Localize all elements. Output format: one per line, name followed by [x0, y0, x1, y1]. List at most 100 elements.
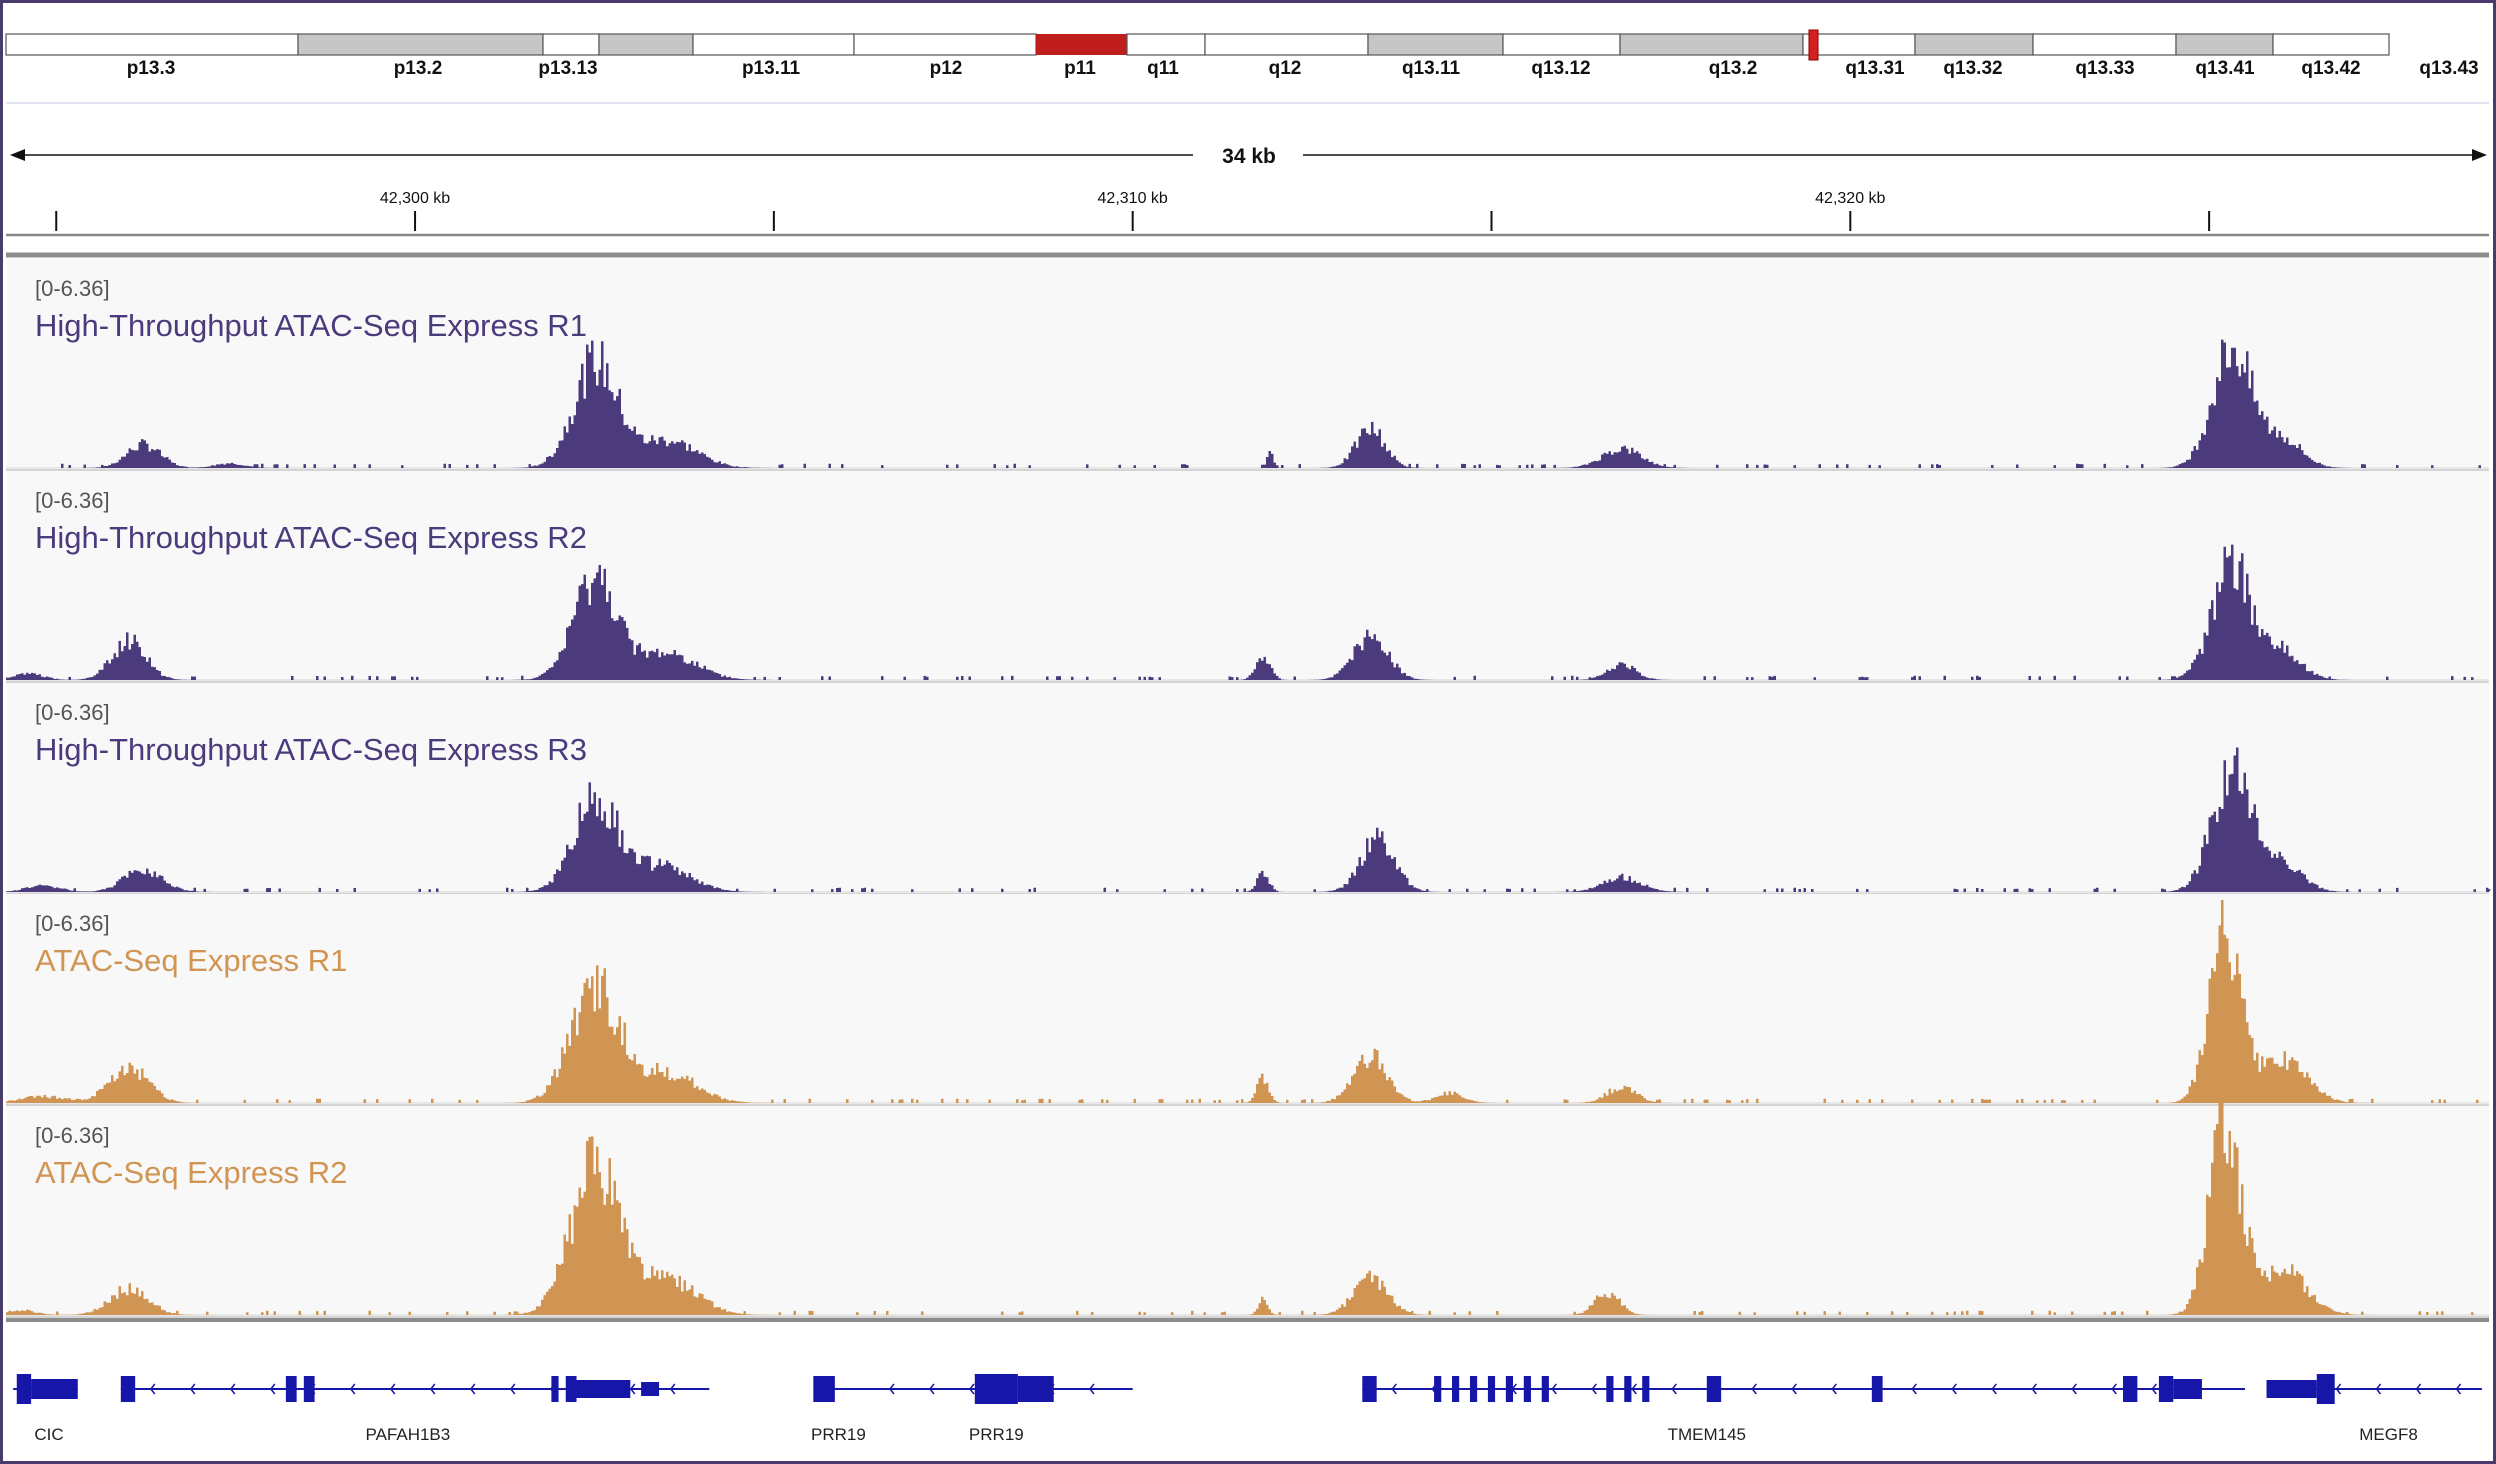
- strand-arrow-icon: [509, 1383, 516, 1395]
- gene-exon: [1362, 1376, 1377, 1402]
- band-label: q13.11: [1402, 58, 1461, 79]
- track-4: [0-6.36] ATAC-Seq Express R1: [6, 894, 2491, 1106]
- strand-arrow-icon: [389, 1383, 396, 1395]
- band-p13-11[interactable]: [598, 33, 694, 56]
- coverage-area[interactable]: [6, 899, 2491, 1103]
- track-2: [0-6.36] High-Throughput ATAC-Seq Express…: [6, 471, 2491, 683]
- band-label: p13.13: [538, 58, 597, 79]
- coverage-area[interactable]: [6, 1102, 2491, 1316]
- strand-arrow-icon: [189, 1383, 196, 1395]
- chromosome-ideogram[interactable]: p13.3 p13.2 p13.13 p13.11 p12 p11 q11 q12 q13.11…: [5, 29, 2489, 104]
- data-range-label: [0-6.36]: [35, 700, 110, 725]
- gene-exon: [1434, 1376, 1442, 1402]
- gene-label: TMEM145: [1668, 1425, 1746, 1444]
- band-q13-12[interactable]: [1367, 33, 1504, 56]
- band-q12[interactable]: [1126, 33, 1206, 56]
- strand-arrow-icon: [1591, 1383, 1597, 1395]
- gene-exon: [813, 1376, 835, 1402]
- strand-arrow-icon: [1631, 1383, 1637, 1395]
- track-background: [6, 471, 2489, 683]
- arrow-left-icon: [10, 149, 25, 161]
- strand-arrow-icon: [2071, 1383, 2077, 1395]
- band-q13-33[interactable]: [1914, 33, 2034, 56]
- gene-exon: [1487, 1376, 1496, 1402]
- gene-exon: [974, 1374, 1018, 1404]
- gene-exon: [2266, 1380, 2317, 1398]
- strand-arrow-icon: [1791, 1383, 1797, 1395]
- band-q13-41[interactable]: [2032, 33, 2177, 56]
- strand-arrow-icon: [229, 1383, 236, 1395]
- strand-arrow-icon: [149, 1383, 156, 1395]
- strand-arrow-icon: [969, 1383, 975, 1395]
- track-name: High-Throughput ATAC-Seq Express R1: [35, 308, 587, 343]
- gene-exon: [2173, 1379, 2202, 1399]
- gene-label: CIC: [34, 1425, 63, 1444]
- strand-arrow-icon: [269, 1383, 276, 1395]
- track-name: High-Throughput ATAC-Seq Express R2: [35, 520, 587, 555]
- gene-label: PAFAH1B3: [366, 1425, 451, 1444]
- band-label: q13.42: [2301, 58, 2360, 79]
- band-q13-31[interactable]: [1619, 33, 1804, 56]
- band-q13-11[interactable]: [1204, 33, 1369, 56]
- strand-arrow-icon: [1671, 1383, 1677, 1395]
- ruler-tick-label: 42,310 kb: [1098, 190, 1168, 207]
- band-p13-13[interactable]: [542, 33, 600, 56]
- coverage-area[interactable]: [6, 339, 2491, 468]
- gene-label: MEGF8: [2359, 1425, 2418, 1444]
- track-name: ATAC-Seq Express R1: [35, 943, 347, 978]
- gene-exon: [1017, 1376, 1054, 1402]
- band-label: q13.31: [1845, 58, 1905, 79]
- band-p13-2[interactable]: [297, 33, 544, 56]
- band-p12[interactable]: [692, 33, 855, 56]
- gene-exon: [16, 1374, 32, 1404]
- gene-exon: [1606, 1376, 1614, 1402]
- band-label: p13.3: [127, 58, 176, 79]
- gene-exon: [2123, 1376, 2138, 1402]
- band-label: q13.33: [2075, 58, 2134, 79]
- strand-arrow-icon: [1991, 1383, 1997, 1395]
- track-background: [6, 894, 2489, 1106]
- strand-arrow-icon: [469, 1383, 476, 1395]
- track-background: [6, 1106, 2489, 1318]
- band-q13-42[interactable]: [2175, 33, 2274, 56]
- band-q13-2[interactable]: [1502, 33, 1621, 56]
- strand-arrow-icon: [1951, 1383, 1957, 1395]
- strand-arrow-icon: [669, 1383, 676, 1395]
- gene-exon: [565, 1376, 577, 1402]
- gene-exon: [1624, 1376, 1632, 1402]
- band-q13-32[interactable]: [1802, 33, 1916, 56]
- gene-exon: [1469, 1376, 1478, 1402]
- strand-arrow-icon: [2455, 1383, 2462, 1395]
- track-1: [0-6.36] High-Throughput ATAC-Seq Express…: [6, 259, 2491, 471]
- band-label: p13.11: [742, 58, 801, 79]
- data-tracks: [0-6.36] High-Throughput ATAC-Seq Express…: [6, 259, 2491, 1318]
- strand-arrow-icon: [2151, 1383, 2157, 1395]
- strand-arrow-icon: [2335, 1383, 2342, 1395]
- strand-arrow-icon: [629, 1383, 636, 1395]
- centromere-p-arm: [1036, 34, 1131, 55]
- band-label: p13.2: [394, 58, 443, 79]
- band-q13-43[interactable]: [2272, 33, 2390, 56]
- data-range-label: [0-6.36]: [35, 488, 110, 513]
- strand-arrow-icon: [1551, 1383, 1557, 1395]
- band-p13-3[interactable]: [5, 33, 299, 56]
- data-range-label: [0-6.36]: [35, 911, 110, 936]
- span-label: 34 kb: [1222, 145, 1276, 168]
- gene-exon: [1706, 1376, 1722, 1402]
- gene-exon: [1642, 1376, 1650, 1402]
- current-region-marker[interactable]: [1808, 29, 1819, 61]
- gene-exon: [285, 1376, 297, 1402]
- band-p11[interactable]: [853, 33, 1037, 56]
- gene-exon: [576, 1380, 631, 1398]
- strand-arrow-icon: [889, 1383, 895, 1395]
- gene-exon: [120, 1376, 136, 1402]
- strand-arrow-icon: [1391, 1383, 1397, 1395]
- strand-arrow-icon: [2111, 1383, 2117, 1395]
- coverage-area[interactable]: [6, 544, 2491, 680]
- strand-arrow-icon: [929, 1383, 935, 1395]
- band-label: q13.43: [2419, 58, 2478, 79]
- coverage-area[interactable]: [6, 747, 2491, 893]
- band-label: p11: [1064, 58, 1096, 79]
- gene-exon: [2158, 1376, 2174, 1402]
